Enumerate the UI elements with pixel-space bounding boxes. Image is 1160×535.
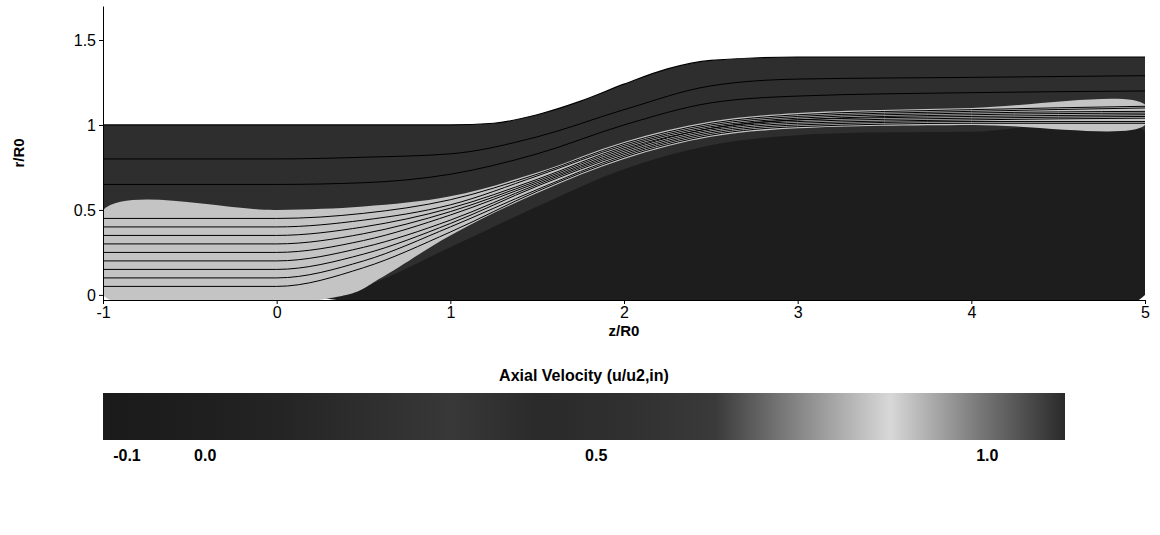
- streamline: [103, 91, 1145, 184]
- axis: -0.1 0.0 0.5 1.0: [104, 440, 1066, 464]
- tick-label: 5: [1141, 304, 1150, 321]
- tick: 1.5: [74, 32, 103, 49]
- tick: 4: [967, 300, 976, 321]
- wall: [103, 57, 1145, 125]
- axis-title: z/R0: [609, 322, 640, 339]
- tick: 0.5: [585, 440, 607, 464]
- tick: -0.1: [113, 440, 141, 464]
- tick-label: 0.5: [74, 202, 96, 219]
- tick-label: 1: [446, 304, 455, 321]
- tick-label: 0.5: [585, 447, 607, 464]
- streamline: [103, 118, 1145, 269]
- colorbar-title: Axial Velocity (u/u2,in): [499, 367, 669, 384]
- streamline: [103, 111, 1145, 235]
- tick-mark: [99, 210, 103, 211]
- tick: 0.5: [74, 202, 103, 219]
- tick-mark: [99, 295, 103, 296]
- streamline: [103, 116, 1145, 260]
- axis-line: [104, 440, 1066, 441]
- tick: 1.0: [976, 440, 998, 464]
- streamline: [103, 123, 1145, 286]
- tick-label: 4: [967, 304, 976, 321]
- tick-label: -1: [96, 304, 110, 321]
- tick-label: -0.1: [113, 447, 141, 464]
- tick: 2: [620, 300, 629, 321]
- tick-mark: [99, 125, 103, 126]
- tick-label: 1.0: [976, 447, 998, 464]
- tick-label: 1: [87, 117, 96, 134]
- streamline: [103, 106, 1145, 218]
- tick: 0.0: [194, 440, 216, 464]
- colorbar: [103, 393, 1065, 440]
- streamline: [103, 76, 1145, 159]
- tick-mark: [99, 40, 103, 41]
- tick-label: 0: [273, 304, 282, 321]
- tick-label: 3: [794, 304, 803, 321]
- streamline: [103, 113, 1145, 244]
- axis-title: r/R0: [10, 138, 27, 167]
- tick-label: 0.0: [194, 447, 216, 464]
- chart: -101234500.511.5z/R0r/R0Axial Velocity (…: [0, 0, 1160, 535]
- tick: 0: [273, 300, 282, 321]
- tick-label: 1.5: [74, 32, 96, 49]
- tick: 0: [87, 287, 103, 304]
- plot-area: [103, 57, 1145, 300]
- tick-label: 0: [87, 287, 96, 304]
- tick: 1: [446, 300, 455, 321]
- tick: 3: [794, 300, 803, 321]
- tick-label: 2: [620, 304, 629, 321]
- streamline: [103, 115, 1145, 253]
- velocity-region: [103, 99, 1145, 300]
- streamline: [103, 108, 1145, 227]
- tick: -1: [96, 300, 110, 321]
- tick: 1: [87, 117, 103, 134]
- axis: 0 0.5 1 1.5: [74, 7, 104, 304]
- tick: 5: [1141, 300, 1150, 321]
- axis-line: [103, 7, 104, 301]
- axis: -1 0 1 2 3 4 5: [96, 300, 1150, 321]
